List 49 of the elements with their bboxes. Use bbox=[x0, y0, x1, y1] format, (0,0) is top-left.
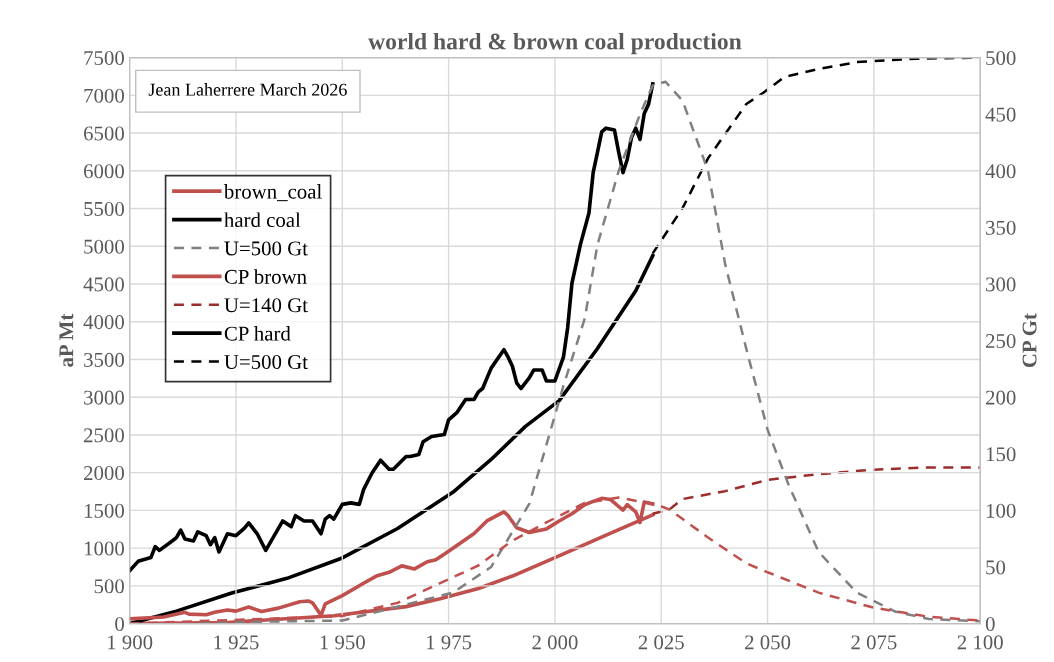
y2-tick-label: 350 bbox=[986, 220, 1016, 235]
y2-axis-title: CP Gt bbox=[1022, 313, 1037, 368]
x-tick-label: 1 900 bbox=[108, 635, 153, 650]
y-tick-label: 2500 bbox=[84, 428, 124, 443]
legend-label: U=500 Gt bbox=[224, 354, 308, 370]
y2-tick-label: 400 bbox=[985, 164, 1016, 179]
y-axis-title: aP Mt bbox=[59, 313, 74, 367]
annotation: Jean Laherrere March 2026 bbox=[148, 83, 347, 96]
y-tick-label: 5500 bbox=[84, 201, 124, 216]
y-tick-label: 1500 bbox=[84, 503, 124, 518]
x-tick-label: 2 075 bbox=[851, 635, 897, 650]
y-tick-label: 7500 bbox=[84, 50, 124, 66]
x-tick-label: 2 050 bbox=[745, 635, 791, 650]
x-tick-label: 1 975 bbox=[427, 635, 472, 650]
y-tick-label: 4000 bbox=[83, 315, 124, 330]
y2-tick-label: 50 bbox=[986, 560, 1006, 575]
legend-label: hard coal bbox=[224, 212, 301, 228]
x-tick-label: 1 925 bbox=[214, 635, 259, 650]
y-tick-label: 6500 bbox=[84, 126, 124, 141]
y-tick-label: 6000 bbox=[84, 164, 124, 179]
legend-label: U=500 Gt bbox=[224, 241, 308, 256]
x-tick-label: 2 000 bbox=[532, 635, 578, 650]
y-tick-label: 7000 bbox=[84, 88, 124, 103]
x-tick-label: 2 100 bbox=[957, 635, 1003, 650]
legend-label: U=140 Gt bbox=[224, 298, 308, 313]
chart-title: world hard & brown coal production bbox=[368, 32, 742, 55]
y-tick-label: 4500 bbox=[83, 277, 124, 292]
y2-tick-label: 100 bbox=[986, 503, 1016, 518]
y2-tick-label: 500 bbox=[986, 50, 1016, 66]
y2-tick-label: 0 bbox=[985, 616, 995, 632]
y-tick-label: 1000 bbox=[84, 541, 124, 556]
y2-tick-label: 300 bbox=[986, 277, 1016, 292]
legend-label: CP brown bbox=[224, 269, 307, 284]
legend-label: CP hard bbox=[224, 325, 291, 341]
line-series bbox=[651, 466, 981, 516]
y-tick-label: 2000 bbox=[84, 466, 124, 481]
y-tick-label: 3000 bbox=[84, 390, 124, 405]
y2-tick-label: 200 bbox=[986, 390, 1016, 405]
y2-tick-label: 450 bbox=[985, 107, 1016, 122]
y2-tick-label: 250 bbox=[986, 333, 1016, 349]
line-series bbox=[129, 82, 655, 573]
y-tick-label: 5000 bbox=[84, 239, 124, 254]
y2-tick-label: 150 bbox=[986, 447, 1016, 462]
x-tick-label: 2 025 bbox=[638, 635, 684, 650]
y-tick-label: 0 bbox=[115, 616, 124, 632]
y-tick-label: 500 bbox=[94, 579, 124, 594]
legend-label: brown_coal bbox=[223, 184, 322, 202]
x-tick-label: 1 950 bbox=[320, 635, 365, 650]
y-tick-label: 3500 bbox=[84, 352, 124, 367]
